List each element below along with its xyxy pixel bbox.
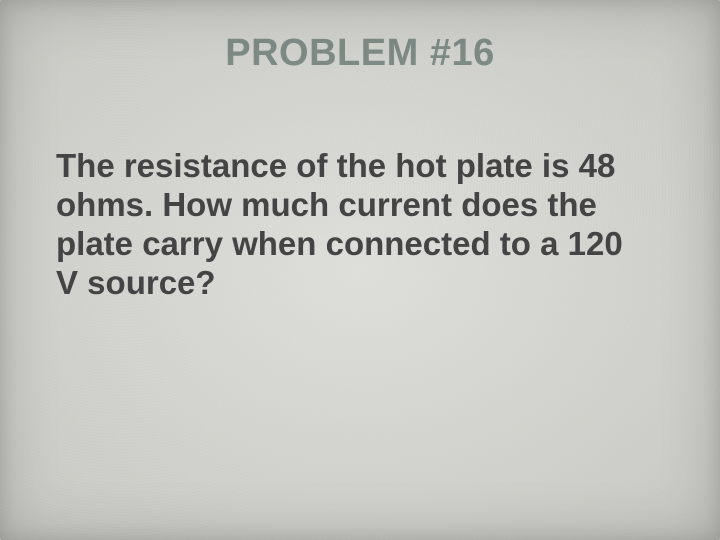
slide-body-text: The resistance of the hot plate is 48 oh… <box>56 147 636 303</box>
slide: PROBLEM #16 The resistance of the hot pl… <box>0 0 720 540</box>
slide-title: PROBLEM #16 <box>50 32 670 75</box>
